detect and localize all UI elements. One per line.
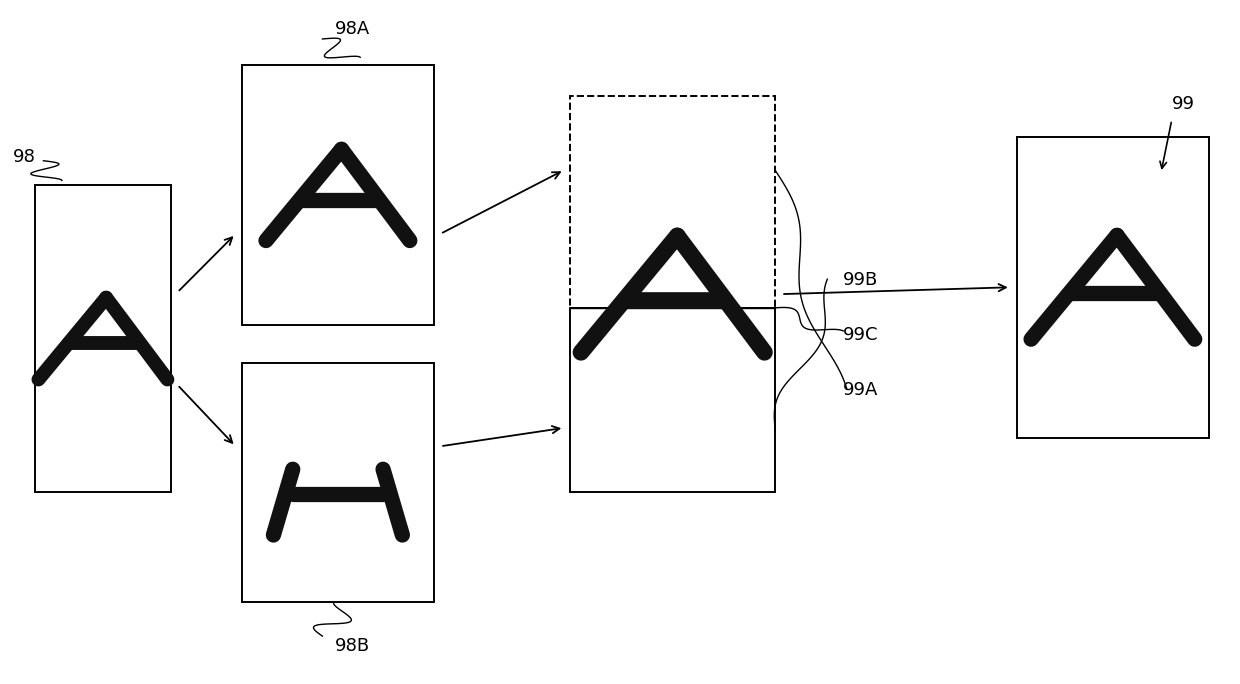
Text: 99C: 99C: [843, 326, 879, 344]
Bar: [1017, 137, 1209, 438]
Text: 98B: 98B: [335, 637, 370, 655]
Text: 99A: 99A: [843, 381, 879, 399]
Text: 99B: 99B: [843, 272, 878, 289]
Text: 98A: 98A: [335, 20, 370, 38]
Bar: [570, 308, 775, 492]
Text: 98: 98: [12, 148, 35, 166]
Bar: [35, 185, 171, 492]
Bar: [242, 363, 434, 602]
Text: 99: 99: [1172, 95, 1195, 113]
Bar: [242, 65, 434, 325]
Bar: [570, 96, 775, 308]
